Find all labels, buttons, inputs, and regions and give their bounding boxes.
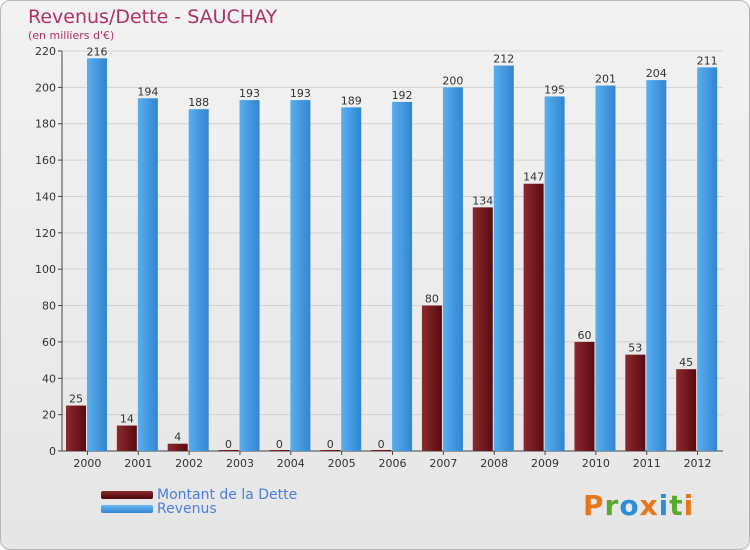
data-label-debt-2012: 45 [679,356,693,369]
y-tick-label: 100 [35,263,56,276]
data-label-revenue-2010: 201 [595,73,616,86]
x-tick-label: 2002 [175,457,203,470]
data-label-debt-2004: 0 [276,438,283,451]
x-tick-label: 2000 [73,457,101,470]
data-label-debt-2001: 14 [120,413,134,426]
data-label-debt-2003: 0 [225,438,232,451]
data-label-revenue-2012: 211 [697,54,718,67]
bar-revenue-2006 [392,101,413,451]
y-tick-label: 200 [35,81,56,94]
logo-letter: x [639,489,659,522]
y-tick-label: 80 [42,300,56,313]
bars [66,58,718,452]
logo-letter: i [658,489,670,522]
x-tick-label: 2012 [684,457,712,470]
bar-revenue-2002 [188,109,209,451]
logo-letter: P [583,489,605,522]
data-label-revenue-2006: 192 [392,89,413,102]
x-tick-label: 2008 [480,457,508,470]
data-label-revenue-2002: 188 [188,96,209,109]
bar-debt-2012 [676,369,697,451]
data-label-revenue-2008: 212 [493,53,514,66]
legend-label-revenue: Revenus [157,501,217,517]
y-tick-label: 60 [42,336,56,349]
chart-title: Revenus/Dette - SAUCHAY [28,6,278,28]
y-tick-label: 120 [35,227,56,240]
bar-revenue-2010 [595,85,616,451]
data-label-revenue-2005: 189 [341,94,362,107]
y-tick-label: 220 [35,45,56,58]
legend-label-debt: Montant de la Dette [157,487,298,503]
data-label-debt-2007: 80 [425,293,439,306]
data-label-debt-2005: 0 [327,438,334,451]
bar-debt-2010 [574,341,595,451]
x-tick-label: 2003 [226,457,254,470]
bar-debt-2007 [421,305,442,451]
y-tick-label: 0 [49,445,56,458]
data-label-debt-2006: 0 [378,438,385,451]
data-label-revenue-2011: 204 [646,67,667,80]
bar-revenue-2005 [341,107,362,451]
bar-revenue-2011 [646,80,667,451]
bar-debt-2002 [167,443,188,451]
y-tick-label: 140 [35,190,56,203]
x-tick-label: 2004 [277,457,305,470]
data-labels: 25 216 14 194 4 188 0 193 0 193 0 189 0 192 80 200 134 21… [69,45,718,451]
data-label-debt-2010: 60 [577,329,591,342]
legend-item-debt: Montant de la Dette [101,487,297,503]
bar-debt-2001 [116,425,137,451]
data-label-revenue-2000: 216 [87,45,108,58]
x-tick-label: 2007 [429,457,457,470]
bar-debt-2006 [371,450,392,451]
logo-letter: t [669,489,684,522]
data-label-revenue-2009: 195 [544,83,565,96]
x-tick-label: 2006 [379,457,407,470]
bar-debt-2003 [218,450,239,451]
bar-revenue-2012 [697,67,718,451]
bar-revenue-2000 [87,58,107,451]
data-label-debt-2000: 25 [69,393,83,406]
x-tick-label: 2010 [582,457,610,470]
x-tick-label: 2011 [633,457,661,470]
logo-letter: r [604,489,620,522]
bar-revenue-2001 [137,98,158,451]
data-label-revenue-2001: 194 [137,85,158,98]
bar-revenue-2008 [493,65,514,451]
bar-debt-2011 [625,354,646,451]
chart-subtitle: (en milliers d'€) [28,29,115,42]
bar-debt-2000 [66,405,86,451]
y-tick-label: 40 [42,372,56,385]
bar-revenue-2009 [544,96,565,452]
bar-debt-2004 [269,450,290,451]
logo-letter: i [683,489,695,522]
data-label-revenue-2003: 193 [239,87,260,100]
y-tick-label: 180 [35,118,56,131]
bar-debt-2008 [472,207,493,451]
x-tick-label: 2009 [531,457,559,470]
bar-debt-2009 [523,183,544,451]
legend-item-revenue: Revenus [101,501,217,517]
legend-swatch-debt [101,491,153,499]
bar-revenue-2003 [239,100,260,451]
x-tick-label: 2005 [328,457,356,470]
data-label-revenue-2004: 193 [290,87,311,100]
y-tick-label: 160 [35,154,56,167]
x-tick-label: 2001 [124,457,152,470]
bar-debt-2005 [320,450,341,451]
bar-revenue-2007 [442,87,463,451]
data-label-revenue-2007: 200 [442,74,463,87]
data-label-debt-2008: 134 [472,194,493,207]
y-tick-label: 20 [42,409,56,422]
proxiti-logo: Proxiti [583,489,694,522]
data-label-debt-2002: 4 [174,431,181,444]
legend-swatch-revenue [101,505,153,513]
data-label-debt-2011: 53 [628,342,642,355]
data-label-debt-2009: 147 [523,171,544,184]
bar-revenue-2004 [290,100,311,451]
logo-letter: o [619,489,640,522]
